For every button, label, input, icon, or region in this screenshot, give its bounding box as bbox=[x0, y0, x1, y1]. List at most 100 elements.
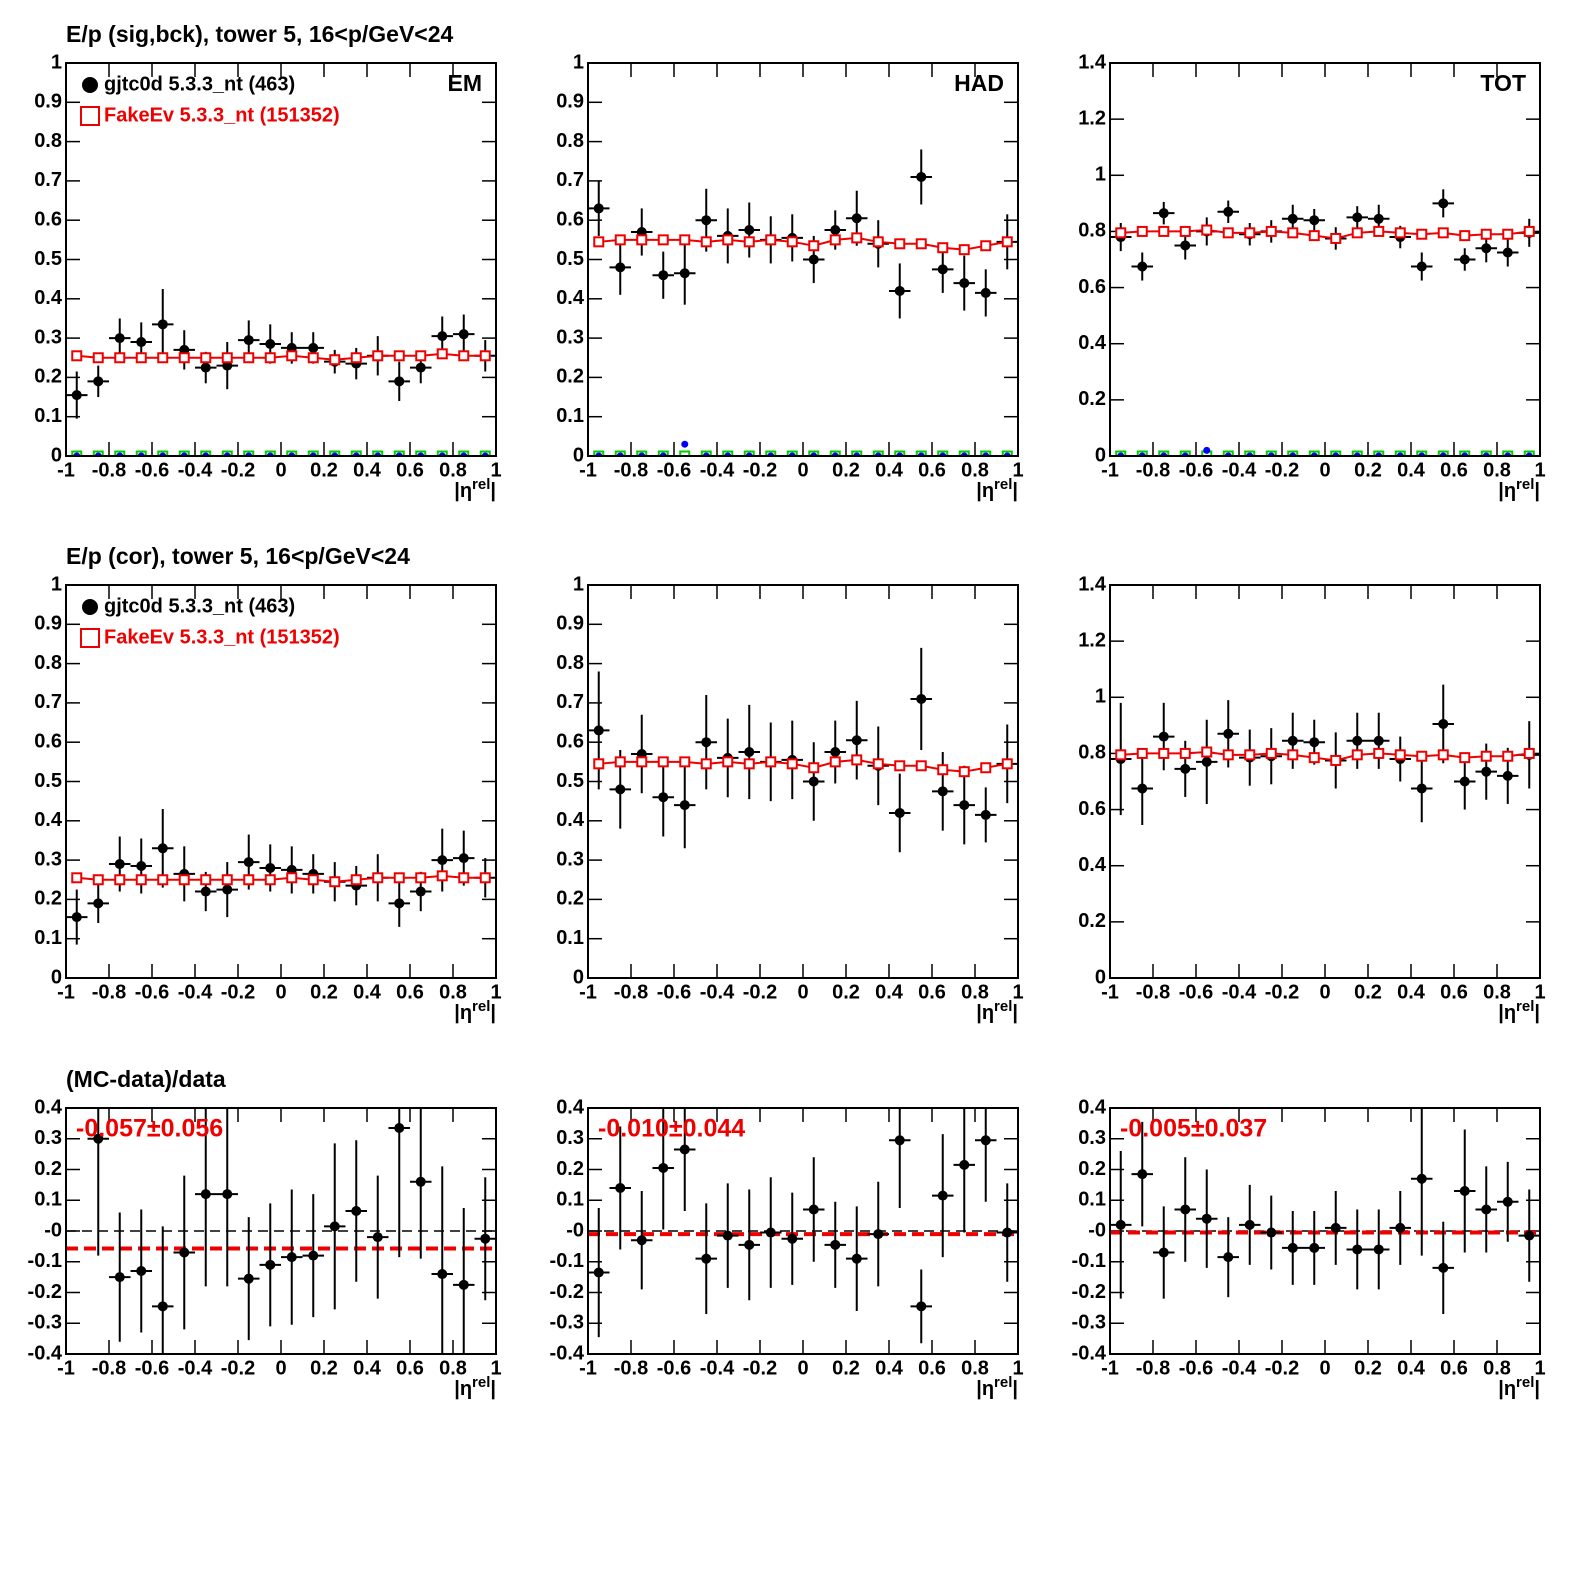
mc-point bbox=[178, 352, 190, 364]
y-tick-label: 0.7 bbox=[556, 691, 584, 713]
mc-point bbox=[1308, 752, 1320, 764]
x-axis-label-part: |η bbox=[1498, 1378, 1516, 1400]
x-axis-label-part: |η bbox=[1498, 1002, 1516, 1024]
x-tick-label: 1 bbox=[490, 1357, 501, 1379]
mc-point bbox=[350, 352, 362, 364]
panel: 00.10.20.30.40.50.60.70.80.91-1 -0.8 -0.6-… bbox=[556, 51, 1023, 502]
data-point bbox=[1373, 213, 1384, 224]
mc-point bbox=[307, 352, 319, 364]
mc-point bbox=[722, 756, 734, 768]
data-point bbox=[93, 376, 104, 387]
data-point bbox=[959, 1159, 970, 1170]
x-tick-label: -1 bbox=[1101, 459, 1119, 481]
plot-area bbox=[588, 1108, 1018, 1344]
data-point bbox=[916, 1301, 927, 1312]
data-point bbox=[372, 1232, 383, 1243]
mc-point bbox=[1394, 227, 1406, 239]
y-tick-label: 1.4 bbox=[1078, 573, 1107, 595]
data-point bbox=[1287, 213, 1298, 224]
x-tick-label: -0.6 bbox=[657, 459, 691, 481]
panel: 0 0.2 0.4 0.6 0.8 1 1.2 1.4 -1 -0.8 -0.6 -0.4 -0.2 0 0… bbox=[1078, 573, 1545, 1024]
y-tick-label: 0.4 bbox=[34, 287, 63, 309]
plot-area bbox=[588, 647, 1018, 853]
data-point bbox=[681, 440, 689, 448]
mc-point bbox=[1158, 225, 1170, 237]
mc-point bbox=[1459, 230, 1471, 242]
mc-point bbox=[200, 352, 212, 364]
data-point bbox=[93, 898, 104, 909]
x-tick-label: -0.8 bbox=[92, 459, 126, 481]
x-tick-label: -0.4 bbox=[1222, 1357, 1257, 1379]
x-axis-label-part: rel bbox=[472, 998, 490, 1015]
y-tick-label: 0.6 bbox=[1078, 276, 1106, 298]
data-point bbox=[1481, 243, 1492, 254]
mc-point bbox=[765, 756, 777, 768]
data-point bbox=[679, 268, 690, 279]
mc-point bbox=[614, 234, 626, 246]
plot-area bbox=[66, 1108, 496, 1354]
data-point bbox=[937, 1190, 948, 1201]
data-point bbox=[593, 725, 604, 736]
mc-point bbox=[1001, 236, 1013, 248]
data-point bbox=[722, 1230, 733, 1241]
x-tick-label: 0.4 bbox=[1397, 459, 1426, 481]
mc-point bbox=[808, 240, 820, 252]
mc-point bbox=[350, 874, 362, 886]
x-axis-label-part: | bbox=[1534, 1002, 1540, 1024]
mc-point bbox=[1330, 754, 1342, 766]
data-point bbox=[93, 1133, 104, 1144]
data-point bbox=[243, 857, 254, 868]
data-point bbox=[179, 1247, 190, 1258]
x-tick-label: -0.6 bbox=[135, 1357, 169, 1379]
data-point bbox=[157, 1301, 168, 1312]
x-tick-label: 0 bbox=[275, 981, 286, 1003]
y-tick-label: -0.1 bbox=[1072, 1250, 1106, 1272]
data-point bbox=[1524, 1230, 1535, 1241]
y-tick-label: 1 bbox=[573, 573, 584, 595]
mc-point bbox=[243, 352, 255, 364]
x-axis-label-part: |η bbox=[976, 1002, 994, 1024]
panel-label: TOT bbox=[1480, 70, 1526, 96]
x-tick-label: 0.6 bbox=[396, 1357, 424, 1379]
legend-marker bbox=[80, 106, 100, 126]
x-axis-label-part: |η bbox=[976, 480, 994, 502]
x-axis-label: |ηrel| bbox=[976, 998, 1018, 1024]
y-tick-label: 0.6 bbox=[556, 730, 584, 752]
mc-point bbox=[157, 874, 169, 886]
mc-point bbox=[329, 354, 341, 366]
mc-point bbox=[614, 756, 626, 768]
axes-frame bbox=[587, 584, 1019, 979]
mc-point bbox=[393, 350, 405, 362]
x-axis-label: |ηrel| bbox=[454, 476, 496, 502]
y-tick-label: -0.2 bbox=[1072, 1281, 1106, 1303]
data-point bbox=[830, 225, 841, 236]
x-tick-label: -0.6 bbox=[657, 981, 691, 1003]
fit-result: -0.005±0.037 bbox=[1120, 1115, 1267, 1143]
mc-point bbox=[1115, 227, 1127, 239]
x-tick-label: -0.4 bbox=[178, 459, 213, 481]
mc-point bbox=[415, 350, 427, 362]
x-tick-label: 0.2 bbox=[1354, 459, 1382, 481]
x-tick-label: -0.2 bbox=[1265, 459, 1299, 481]
data-point bbox=[1352, 1244, 1363, 1255]
x-tick-label: -0.6 bbox=[1179, 1357, 1213, 1379]
mc-point bbox=[1115, 749, 1127, 761]
y-tick-label: -0 bbox=[1088, 1219, 1106, 1241]
mc-point bbox=[393, 872, 405, 884]
data-point bbox=[1416, 261, 1427, 272]
legend-marker bbox=[82, 599, 98, 615]
fit-result: -0.057±0.056 bbox=[76, 1115, 223, 1143]
mc-point bbox=[937, 764, 949, 776]
x-tick-label: 0 bbox=[1319, 1357, 1330, 1379]
x-axis-label: |ηrel| bbox=[454, 1374, 496, 1400]
x-tick-label: -0.8 bbox=[92, 1357, 126, 1379]
x-tick-label: 0.8 bbox=[1483, 1357, 1511, 1379]
x-axis-label-part: rel bbox=[994, 998, 1012, 1015]
y-tick-label: 1 bbox=[51, 51, 62, 73]
y-tick-label: 0.9 bbox=[556, 91, 584, 113]
mc-point bbox=[1459, 752, 1471, 764]
mc-point bbox=[915, 760, 927, 772]
mc-point bbox=[937, 242, 949, 254]
data-point bbox=[1438, 198, 1449, 209]
